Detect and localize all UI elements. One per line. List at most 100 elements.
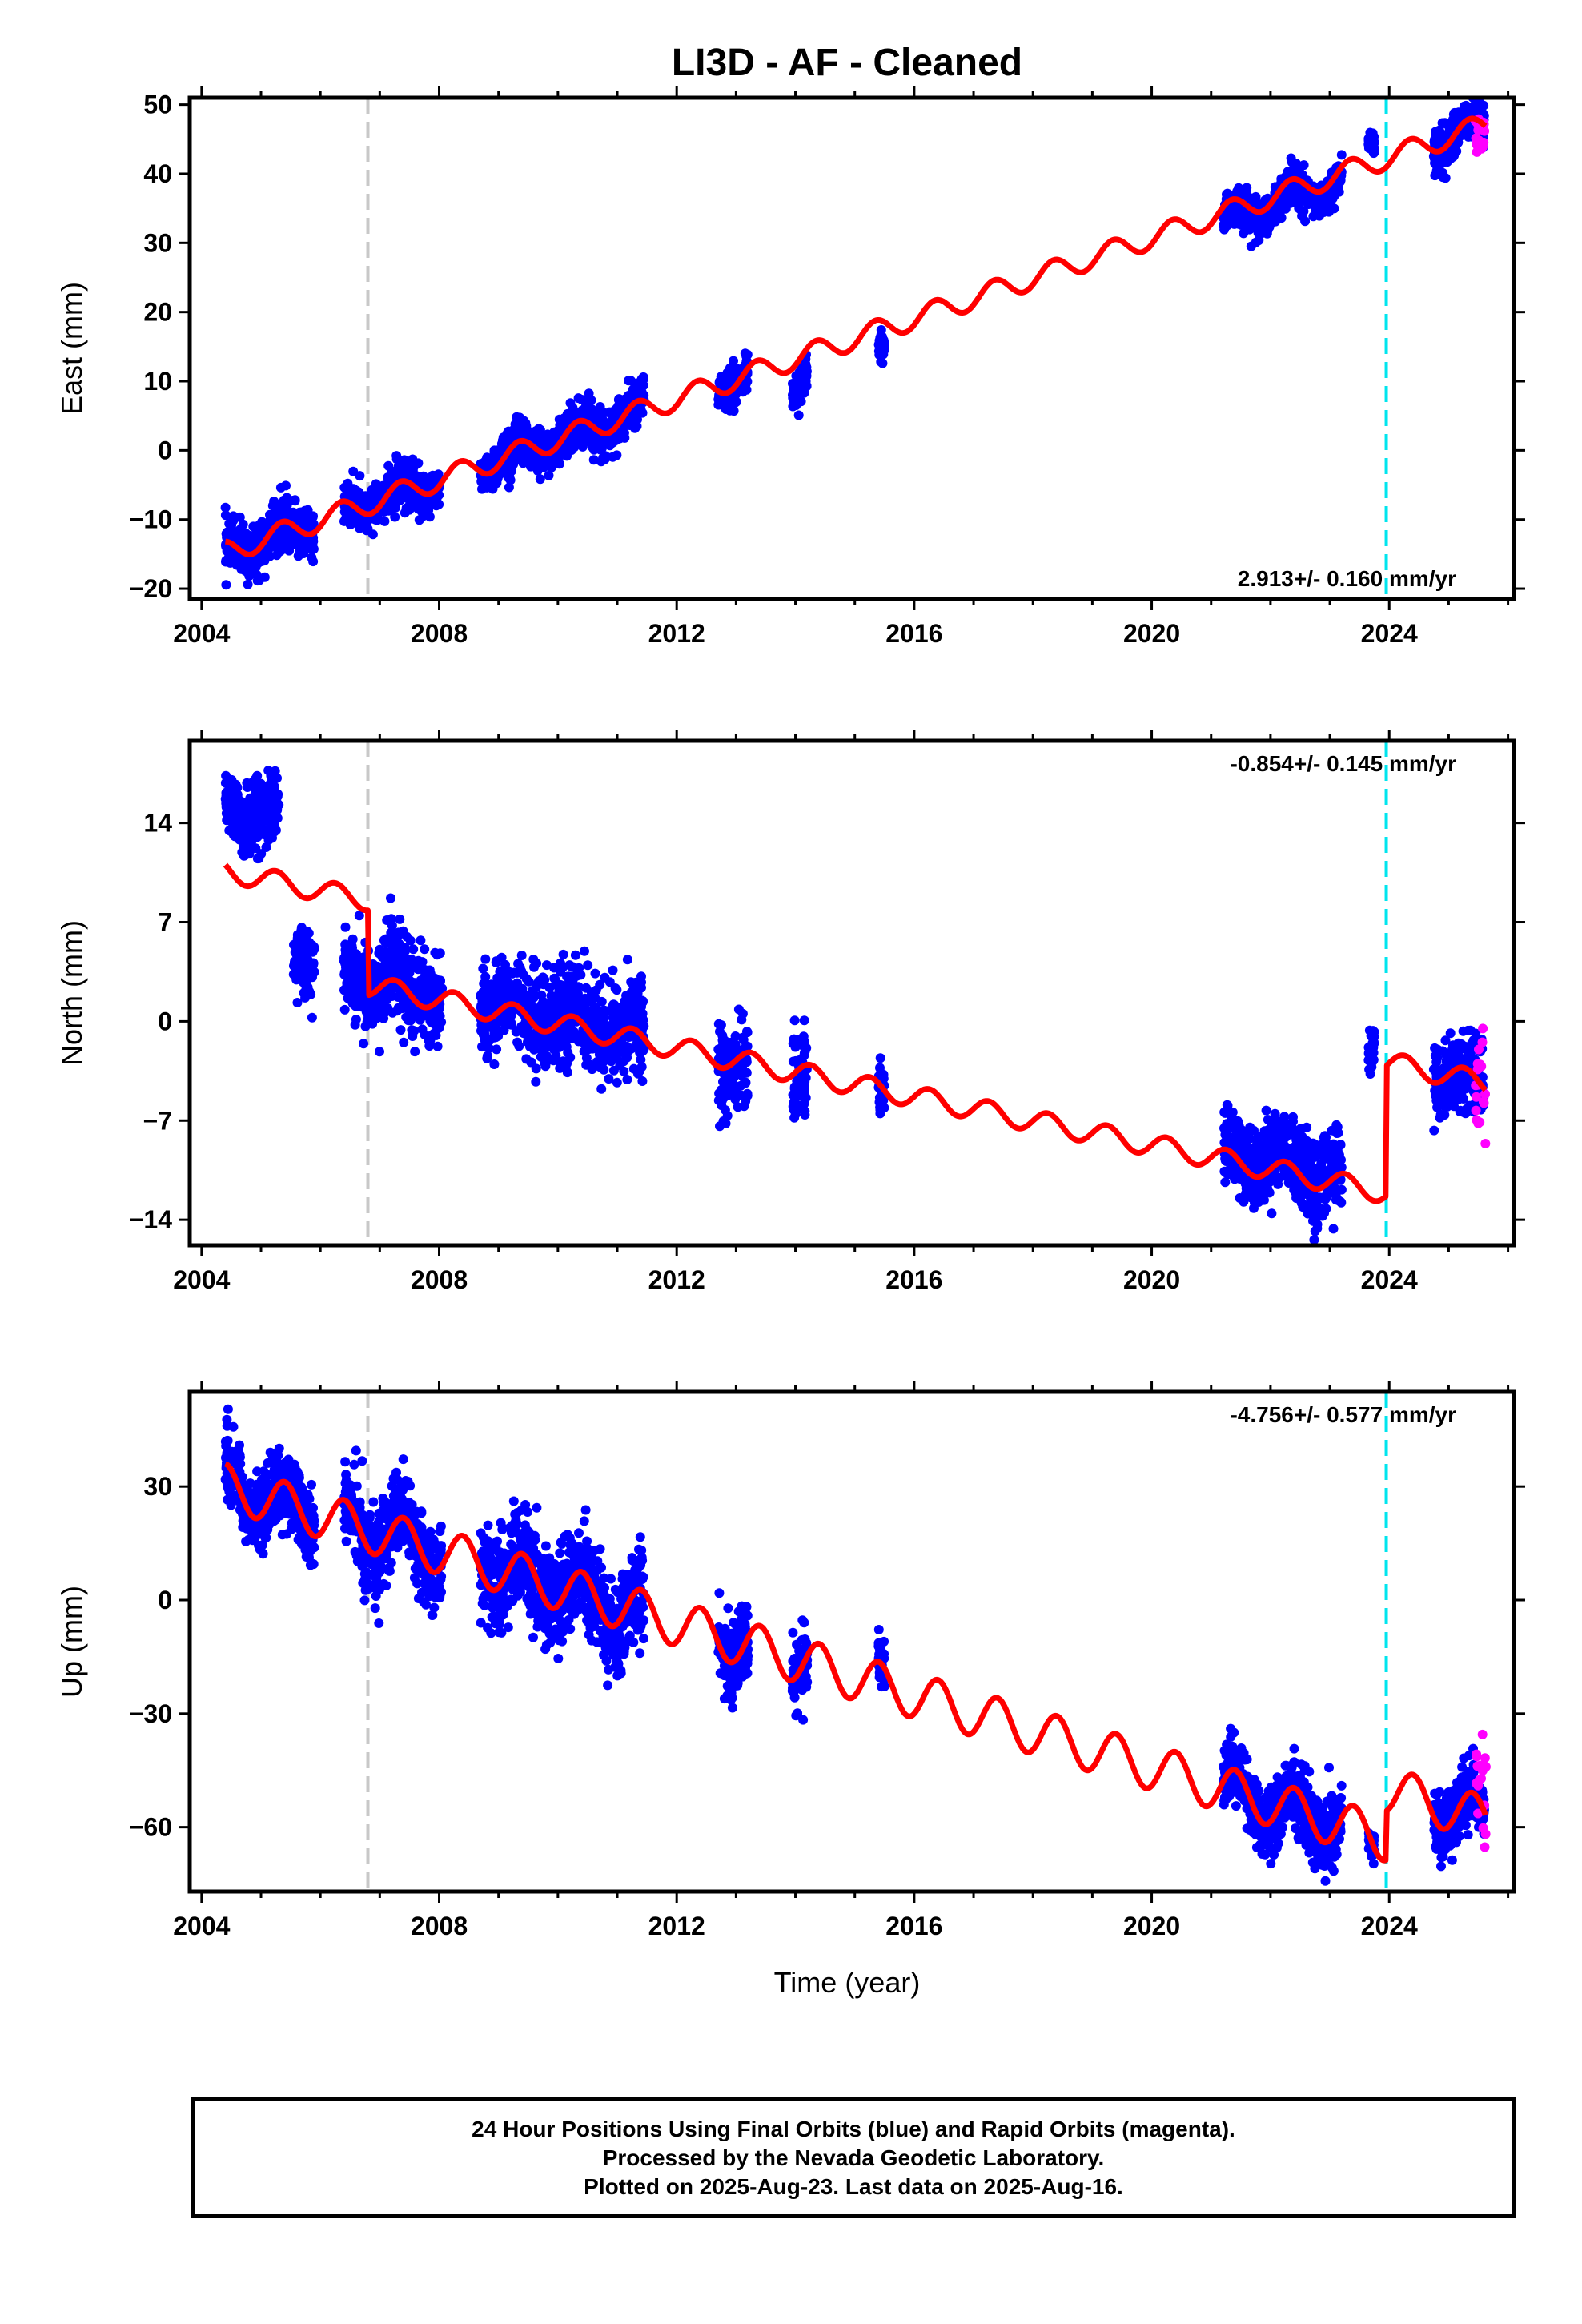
final-point <box>1438 172 1448 183</box>
final-point <box>1432 155 1443 166</box>
final-point <box>391 451 402 461</box>
final-point <box>566 961 576 971</box>
final-point <box>801 373 811 384</box>
final-point <box>788 1039 798 1049</box>
final-point <box>407 472 416 482</box>
final-point <box>295 545 305 556</box>
final-point <box>511 989 521 999</box>
final-point <box>1242 183 1252 193</box>
x-tick-label: 2016 <box>885 619 942 648</box>
final-point <box>426 480 436 489</box>
final-point <box>589 444 599 455</box>
final-point <box>223 552 234 562</box>
final-point <box>577 441 588 452</box>
rapid-point <box>1472 147 1482 157</box>
final-point <box>729 356 738 366</box>
final-point <box>243 579 253 589</box>
final-point <box>563 999 573 1009</box>
final-point <box>274 503 284 513</box>
final-point <box>622 1075 632 1084</box>
final-point <box>788 1090 798 1100</box>
final-point <box>570 950 580 960</box>
final-point <box>725 405 735 416</box>
final-point <box>363 1017 374 1027</box>
final-point <box>379 516 390 526</box>
final-point <box>1295 194 1306 204</box>
final-point <box>636 374 647 384</box>
final-point <box>590 968 600 979</box>
final-point <box>244 798 255 808</box>
final-point <box>1323 195 1334 206</box>
final-point <box>362 523 372 533</box>
final-point <box>424 1041 435 1051</box>
final-point <box>579 1047 589 1056</box>
final-point <box>631 977 640 987</box>
final-point <box>351 982 361 992</box>
final-point <box>608 406 619 416</box>
final-point <box>342 488 352 498</box>
final-point <box>531 1076 541 1087</box>
final-point <box>1437 131 1447 141</box>
final-point <box>1442 157 1452 167</box>
final-point <box>1224 206 1234 216</box>
final-point <box>266 833 276 843</box>
final-point <box>410 1047 420 1057</box>
final-point <box>420 944 430 955</box>
final-point <box>402 931 412 942</box>
final-point <box>237 847 247 858</box>
panels: 2004 2008 2012 2016 2020 2024−20−100102030405… <box>55 78 1525 1940</box>
final-point <box>351 1015 361 1024</box>
final-point <box>793 382 804 392</box>
final-point <box>531 1063 541 1074</box>
final-point <box>789 1015 800 1026</box>
final-point <box>638 996 648 1007</box>
final-point <box>536 436 547 445</box>
final-point <box>350 517 360 528</box>
final-point <box>247 811 258 822</box>
final-point <box>722 1071 732 1081</box>
final-point <box>491 958 501 967</box>
final-point <box>875 1053 885 1063</box>
final-point <box>799 1084 809 1094</box>
final-point <box>592 408 603 418</box>
final-point <box>1367 128 1378 139</box>
final-point <box>620 399 630 409</box>
final-point <box>434 499 444 509</box>
final-point <box>414 475 424 485</box>
final-point <box>788 1056 798 1067</box>
plot-area <box>220 78 1490 599</box>
final-point <box>275 482 286 493</box>
x-tick-label: 2020 <box>1123 619 1180 648</box>
final-point <box>619 1066 629 1076</box>
final-point <box>527 432 537 442</box>
final-point <box>521 1054 532 1064</box>
final-point <box>1459 101 1469 111</box>
final-point <box>1287 157 1297 167</box>
final-point <box>540 1058 550 1068</box>
final-point <box>597 1019 608 1030</box>
final-point <box>220 510 231 521</box>
final-point <box>715 1051 725 1061</box>
final-point <box>431 984 441 995</box>
final-point <box>536 990 547 1000</box>
final-point <box>378 995 388 1006</box>
final-point <box>233 802 243 812</box>
final-point <box>516 951 527 960</box>
final-point <box>506 459 516 469</box>
final-point <box>742 349 753 360</box>
final-point <box>261 522 271 533</box>
final-point <box>299 931 309 942</box>
final-point <box>572 995 582 1006</box>
final-point <box>493 1031 504 1041</box>
final-point <box>1441 119 1452 129</box>
final-point <box>420 965 430 975</box>
final-point <box>551 1055 561 1065</box>
final-point <box>359 1039 369 1049</box>
final-point <box>370 484 380 494</box>
final-point <box>399 1037 409 1047</box>
figure-title: LI3D - AF - Cleaned <box>672 42 1022 84</box>
final-point <box>254 854 264 863</box>
final-point <box>263 766 274 776</box>
final-point <box>1459 78 1468 88</box>
final-point <box>396 949 406 959</box>
